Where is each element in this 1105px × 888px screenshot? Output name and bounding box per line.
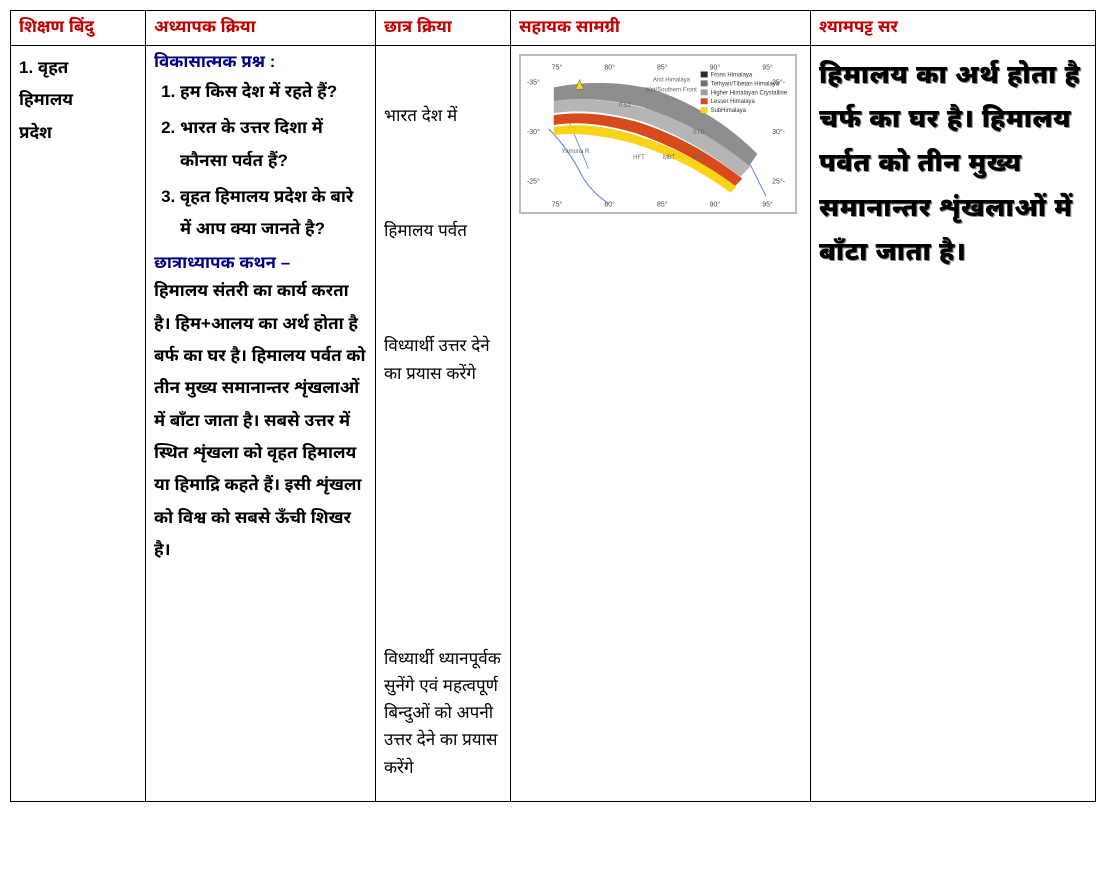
header-blackboard: श्यामपट्ट सर (811, 11, 1096, 46)
header-student-activity: छात्र क्रिया (376, 11, 511, 46)
lon-tick-label: 85° (657, 63, 668, 71)
legend-label: SubHimalaya (711, 108, 747, 114)
content-row: 1. वृहत हिमालय प्रदेश विकासात्मक प्रश्न … (11, 46, 1096, 802)
map-label-itsz: ITSZ (618, 103, 631, 109)
student-answer-1: भारत देश में (384, 102, 502, 129)
legend-swatch (701, 98, 708, 104)
map-label-yamuna: Yamuna R. (562, 149, 592, 155)
lon-tick-label: 90° (710, 63, 721, 71)
lat-tick-label-left: -30° (527, 128, 540, 136)
map-label-mct: MCT (693, 155, 706, 161)
cell-teaching-point: 1. वृहत हिमालय प्रदेश (11, 46, 146, 802)
header-teaching-point: शिक्षण बिंदु (11, 11, 146, 46)
topic-line2: हिमालय (19, 90, 73, 109)
lat-tick-label-left: -35° (527, 78, 540, 86)
header-aid-material: सहायक सामग्री (511, 11, 811, 46)
lat-tick-label-right: 30°- (772, 128, 785, 136)
teacher-statement-heading: छात्राध्यापक कथन – (154, 253, 367, 275)
himalaya-map-svg: 75°75°80°80°85°85°90°90°95°95° -35°-30°-… (524, 59, 792, 209)
topic-line1: वृहत (38, 58, 68, 77)
lon-tick-label: 95° (762, 63, 773, 71)
cell-aid-material: 75°75°80°80°85°85°90°90°95°95° -35°-30°-… (511, 46, 811, 802)
lon-tick-label-bottom: 90° (710, 200, 721, 208)
legend-swatch (701, 71, 708, 77)
lon-tick-label-bottom: 95° (762, 200, 773, 208)
map-label-hft: HFT (633, 155, 645, 161)
cell-student-activity: भारत देश में हिमालय पर्वत विध्यार्थी उत्… (376, 46, 511, 802)
legend-label: Higher Himalayan Crystalline (711, 90, 788, 96)
student-answer-2: हिमालय पर्वत (384, 217, 502, 244)
topic-number: 1. (19, 58, 33, 77)
teacher-statement: हिमालय संतरी का कार्य करता है। हिम+आलय क… (154, 275, 367, 566)
lat-tick-label-left: -25° (527, 178, 540, 186)
dev-questions-heading: विकासात्मक प्रश्न : (154, 52, 367, 74)
student-answer-3: विध्यार्थी उत्तर देने का प्रयास करेंगे (384, 332, 502, 386)
lesson-plan-table: शिक्षण बिंदु अध्यापक क्रिया छात्र क्रिया… (10, 10, 1096, 802)
map-label-wet: Wet/Southern Front (645, 87, 697, 93)
lon-tick-label: 80° (604, 63, 615, 71)
map-label-arid: Arid Himalaya (653, 77, 691, 83)
lon-tick-label: 75° (552, 63, 563, 71)
question-list: हम किस देश में रहते हैं? भारत के उत्तर द… (154, 76, 367, 245)
cell-teacher-activity: विकासात्मक प्रश्न : हम किस देश में रहते … (146, 46, 376, 802)
legend-label: Frons Himalaya (711, 72, 753, 78)
map-label-mbt: MBT (663, 155, 676, 161)
question-2: भारत के उत्तर दिशा में कौनसा पर्वत हैं? (180, 112, 367, 177)
legend-label: Tethyan/Tibetan Himalaya (711, 81, 780, 87)
lon-tick-label-bottom: 75° (552, 200, 563, 208)
cell-blackboard: हिमालय का अर्थ होता है चर्फ का घर है। हि… (811, 46, 1096, 802)
question-1: हम किस देश में रहते हैं? (180, 76, 367, 108)
map-label-std: STD (693, 130, 705, 136)
question-3: वृहत हिमालय प्रदेश के बारे में आप क्या ज… (180, 181, 367, 246)
legend-swatch (701, 80, 708, 86)
blackboard-text: हिमालय का अर्थ होता है चर्फ का घर है। हि… (819, 52, 1087, 273)
legend-swatch (701, 107, 708, 113)
header-row: शिक्षण बिंदु अध्यापक क्रिया छात्र क्रिया… (11, 11, 1096, 46)
himalaya-map-figure: 75°75°80°80°85°85°90°90°95°95° -35°-30°-… (519, 54, 797, 214)
student-answer-4: विध्यार्थी ध्यानपूर्वक सुनेंगे एवं महत्व… (384, 645, 502, 781)
legend-swatch (701, 89, 708, 95)
legend-label: Lesser Himalaya (711, 99, 756, 105)
lon-tick-label-bottom: 85° (657, 200, 668, 208)
topic-line3: प्रदेश (19, 123, 52, 142)
lat-tick-label-right: 25°- (772, 178, 785, 186)
header-teacher-activity: अध्यापक क्रिया (146, 11, 376, 46)
